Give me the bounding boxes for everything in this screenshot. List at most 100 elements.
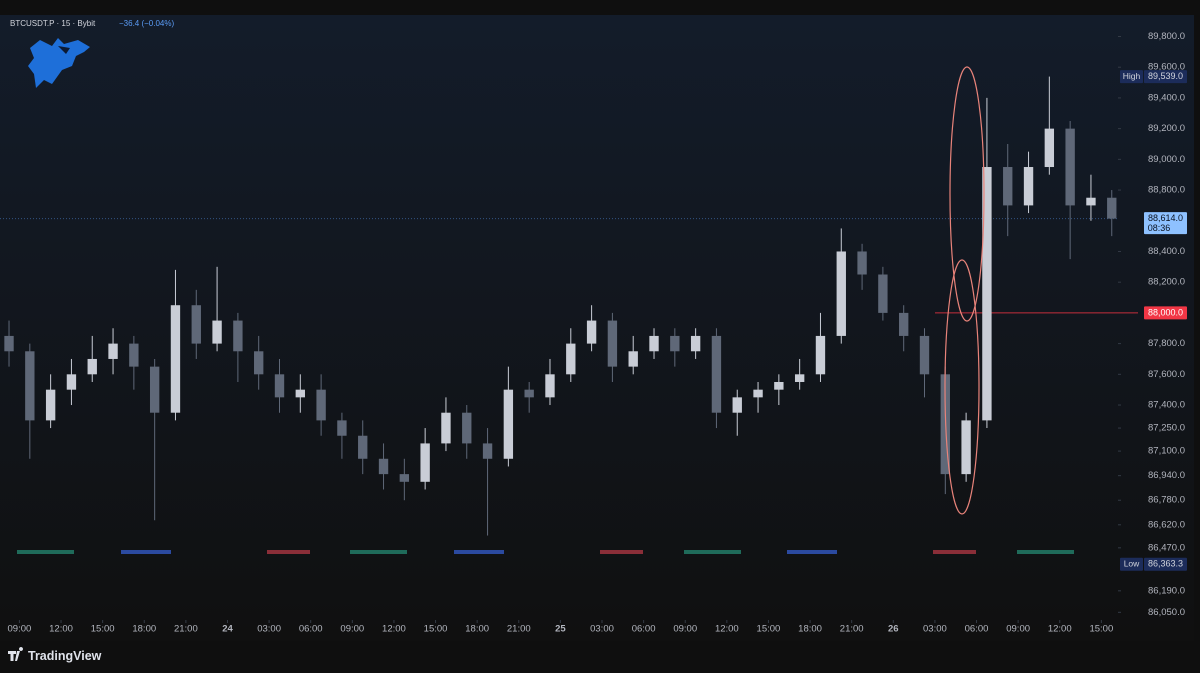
candle-body bbox=[212, 320, 222, 344]
session-box bbox=[267, 550, 310, 554]
badge-value: 88,614.0 bbox=[1148, 213, 1183, 223]
candle-body bbox=[274, 374, 285, 398]
candle-body bbox=[711, 335, 722, 413]
candle-body bbox=[295, 389, 305, 398]
session-box bbox=[17, 550, 74, 554]
badge-name-bg bbox=[1120, 70, 1143, 84]
session-boxes bbox=[17, 550, 1074, 554]
y-tick-label: 89,200.0 bbox=[1148, 123, 1185, 134]
session-box bbox=[684, 550, 741, 554]
candle-body bbox=[545, 374, 555, 398]
x-tick-label: 12:00 bbox=[715, 624, 739, 635]
y-tick-label: 87,400.0 bbox=[1148, 400, 1185, 411]
session-box bbox=[600, 550, 643, 554]
x-tick-label: 15:00 bbox=[424, 624, 448, 635]
session-box bbox=[933, 550, 976, 554]
candle-body bbox=[628, 351, 638, 367]
x-tick-label: 06:00 bbox=[299, 624, 323, 635]
x-tick-label: 18:00 bbox=[798, 624, 822, 635]
candle-body bbox=[566, 343, 576, 375]
badge-value: 86,363.3 bbox=[1148, 559, 1183, 569]
logo bbox=[28, 38, 90, 88]
candle-body bbox=[607, 320, 618, 367]
badge-bg bbox=[1144, 557, 1187, 571]
x-tick-label: 09:00 bbox=[673, 624, 697, 635]
y-tick-label: 87,250.0 bbox=[1148, 423, 1185, 434]
y-tick-label: 88,200.0 bbox=[1148, 277, 1185, 288]
y-tick-label: 86,780.0 bbox=[1148, 495, 1185, 506]
y-tick-label: 88,800.0 bbox=[1148, 185, 1185, 196]
change: −36.4 (−0.04%) bbox=[119, 19, 174, 28]
candle-body bbox=[774, 381, 784, 390]
x-tick-label: 21:00 bbox=[840, 624, 864, 635]
candle-body bbox=[878, 274, 888, 313]
candle-body bbox=[732, 397, 742, 413]
brand: TradingView bbox=[28, 649, 102, 663]
y-tick-label: 86,470.0 bbox=[1148, 542, 1185, 553]
candle-body bbox=[1107, 197, 1117, 219]
x-tick-label: 25 bbox=[555, 624, 566, 635]
candle-body bbox=[378, 458, 389, 475]
candle-body bbox=[1044, 128, 1055, 168]
candle-body bbox=[399, 474, 410, 482]
x-tick-label: 12:00 bbox=[382, 624, 406, 635]
candle-body bbox=[919, 335, 930, 375]
candle-body bbox=[45, 389, 56, 421]
candle-body bbox=[982, 167, 992, 421]
y-tick-label: 86,620.0 bbox=[1148, 519, 1185, 530]
candle-body bbox=[1086, 197, 1096, 206]
x-tick-label: 18:00 bbox=[132, 624, 156, 635]
candle-body bbox=[1003, 167, 1013, 206]
candle-body bbox=[25, 351, 35, 421]
y-tick-label: 87,800.0 bbox=[1148, 338, 1185, 349]
y-tick-label: 86,190.0 bbox=[1148, 585, 1185, 596]
candle-body bbox=[337, 420, 347, 436]
y-tick-label: 89,800.0 bbox=[1148, 31, 1185, 42]
badge-value: 89,539.0 bbox=[1148, 71, 1183, 81]
ellipse-drawing bbox=[944, 259, 980, 515]
x-tick-label: 26 bbox=[888, 624, 899, 635]
x-tick-label: 03:00 bbox=[923, 624, 947, 635]
session-box bbox=[787, 550, 837, 554]
badge-name: High bbox=[1123, 71, 1141, 81]
x-tick-label: 15:00 bbox=[1089, 624, 1113, 635]
candle-body bbox=[586, 320, 597, 344]
candle-body bbox=[690, 335, 701, 352]
x-tick-label: 18:00 bbox=[465, 624, 489, 635]
candle-body bbox=[524, 389, 534, 398]
x-tick-label: 12:00 bbox=[1048, 624, 1072, 635]
session-box bbox=[121, 550, 171, 554]
candle-body bbox=[753, 389, 763, 398]
candle-body bbox=[108, 343, 118, 359]
symbol: BTCUSDT.P · 15 · Bybit bbox=[10, 19, 96, 28]
candle-body bbox=[1065, 128, 1075, 206]
brand-icon bbox=[8, 647, 24, 661]
x-tick-label: 15:00 bbox=[757, 624, 781, 635]
candle-body bbox=[254, 351, 264, 375]
badge-bg bbox=[1144, 212, 1187, 235]
x-tick-label: 09:00 bbox=[340, 624, 364, 635]
candle-body bbox=[503, 389, 514, 459]
session-box bbox=[454, 550, 504, 554]
candle-body bbox=[1023, 167, 1034, 206]
x-tick-label: 03:00 bbox=[590, 624, 614, 635]
y-tick-label: 87,100.0 bbox=[1148, 446, 1185, 457]
x-tick-label: 21:00 bbox=[174, 624, 198, 635]
y-tick-label: 89,400.0 bbox=[1148, 92, 1185, 103]
x-tick-label: 12:00 bbox=[49, 624, 73, 635]
x-tick-label: 21:00 bbox=[507, 624, 531, 635]
candle-body bbox=[87, 358, 97, 375]
x-tick-label: 09:00 bbox=[8, 624, 32, 635]
x-tick-label: 15:00 bbox=[91, 624, 115, 635]
candle-body bbox=[170, 305, 181, 413]
candle-body bbox=[462, 412, 472, 444]
candle-body bbox=[649, 335, 659, 352]
badge-name: Low bbox=[1124, 558, 1140, 568]
x-tick-label: 03:00 bbox=[257, 624, 281, 635]
candle-body bbox=[670, 335, 680, 352]
candle-body bbox=[66, 374, 77, 390]
y-tick-label: 89,600.0 bbox=[1148, 62, 1185, 73]
x-tick-label: 24 bbox=[222, 624, 233, 635]
countdown: 08:36 bbox=[1148, 223, 1171, 233]
